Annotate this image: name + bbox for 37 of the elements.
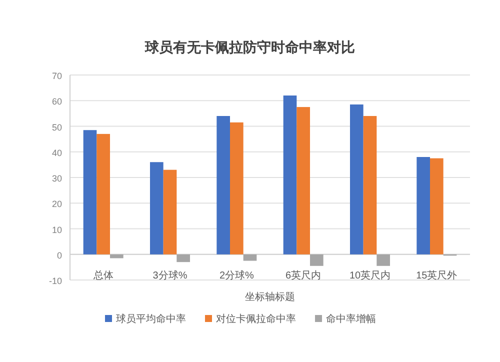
bar — [296, 107, 310, 254]
y-tick-label: 0 — [56, 250, 62, 260]
bar — [83, 130, 97, 254]
y-tick-label: 60 — [52, 96, 62, 107]
bar — [176, 254, 190, 262]
bar — [350, 104, 364, 254]
y-tick-label: 30 — [52, 174, 62, 184]
x-tick-label: 3分球% — [152, 269, 188, 282]
legend-label: 命中率增幅 — [326, 313, 376, 325]
bar — [363, 116, 377, 254]
bar — [416, 157, 430, 254]
x-tick-label: 10英尺内 — [349, 269, 391, 282]
bar — [110, 254, 124, 258]
bar — [230, 122, 244, 254]
bar — [243, 254, 257, 261]
y-tick-label: 50 — [52, 122, 62, 132]
y-tick-label: 40 — [52, 148, 62, 158]
bar — [216, 116, 230, 254]
bar — [150, 162, 164, 254]
bar — [310, 254, 324, 266]
bar — [96, 134, 110, 254]
bar — [430, 158, 444, 254]
bar — [283, 96, 297, 254]
bar — [163, 170, 177, 254]
chart-title: 球员有无卡佩拉防守时命中率对比 — [144, 39, 355, 55]
y-tick-label: 70 — [52, 71, 62, 81]
legend-label: 对位卡佩拉命中率 — [216, 313, 296, 325]
legend-label: 球员平均命中率 — [116, 313, 186, 325]
x-tick-label: 15英尺外 — [416, 269, 458, 282]
x-tick-label: 总体 — [92, 269, 114, 282]
y-tick-label: 10 — [52, 224, 62, 235]
x-tick-label: 6英尺内 — [286, 269, 322, 282]
bar — [376, 254, 390, 266]
y-tick-label: 20 — [52, 199, 62, 210]
y-tick-label: -10 — [48, 276, 62, 286]
x-tick-label: 2分球% — [219, 269, 254, 282]
x-axis-title: 坐标轴标题 — [245, 291, 295, 303]
